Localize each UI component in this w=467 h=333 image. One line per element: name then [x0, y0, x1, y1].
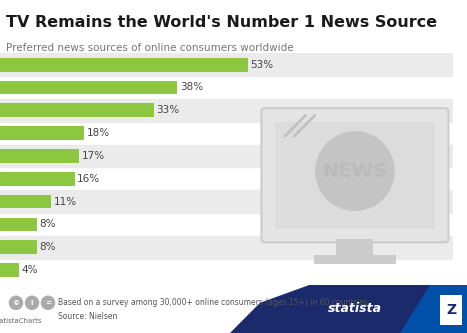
Text: Source: Nielsen: Source: Nielsen	[58, 312, 117, 321]
Bar	[0, 104, 154, 117]
Bar	[0, 190, 453, 213]
Text: NEWS: NEWS	[322, 162, 388, 180]
Polygon shape	[230, 285, 467, 333]
Text: i: i	[31, 300, 33, 306]
Bar	[0, 172, 75, 185]
Text: 11%: 11%	[54, 196, 77, 206]
Bar	[336, 239, 374, 257]
Bar	[0, 263, 19, 277]
Text: TV Remains the World's Number 1 News Source: TV Remains the World's Number 1 News Sou…	[6, 15, 437, 30]
Bar	[0, 53, 453, 76]
Text: 4%: 4%	[21, 265, 37, 275]
Bar	[0, 99, 453, 122]
Circle shape	[316, 132, 394, 210]
Bar	[314, 255, 396, 264]
Bar	[275, 122, 435, 229]
Text: 18%: 18%	[86, 128, 110, 138]
Circle shape	[42, 296, 55, 309]
Text: 53%: 53%	[250, 60, 273, 70]
Bar	[0, 58, 248, 72]
Circle shape	[26, 296, 38, 309]
Text: 17%: 17%	[82, 151, 105, 161]
Text: statista: statista	[328, 302, 382, 315]
Text: 8%: 8%	[40, 219, 56, 229]
Bar	[0, 145, 453, 167]
Text: Z: Z	[446, 303, 456, 317]
Text: Preferred news sources of online consumers worldwide: Preferred news sources of online consume…	[6, 43, 294, 53]
Text: @StatistaCharts: @StatistaCharts	[0, 318, 42, 324]
Text: ©: ©	[13, 300, 20, 306]
Text: Based on a survey among 30,000+ online consumers (ages 15+) in 60 countries: Based on a survey among 30,000+ online c…	[58, 298, 368, 307]
Bar	[440, 295, 462, 325]
Polygon shape	[400, 285, 467, 333]
Text: =: =	[45, 300, 51, 306]
Bar	[0, 149, 79, 163]
Text: 8%: 8%	[40, 242, 56, 252]
Text: 33%: 33%	[156, 105, 180, 115]
Circle shape	[9, 296, 22, 309]
Text: 38%: 38%	[180, 83, 203, 93]
Text: 16%: 16%	[77, 174, 100, 184]
Bar	[0, 217, 37, 231]
Bar	[0, 126, 84, 140]
Bar	[0, 240, 37, 254]
Bar	[0, 81, 177, 94]
FancyBboxPatch shape	[262, 108, 448, 242]
Bar	[0, 195, 51, 208]
Bar	[0, 236, 453, 258]
